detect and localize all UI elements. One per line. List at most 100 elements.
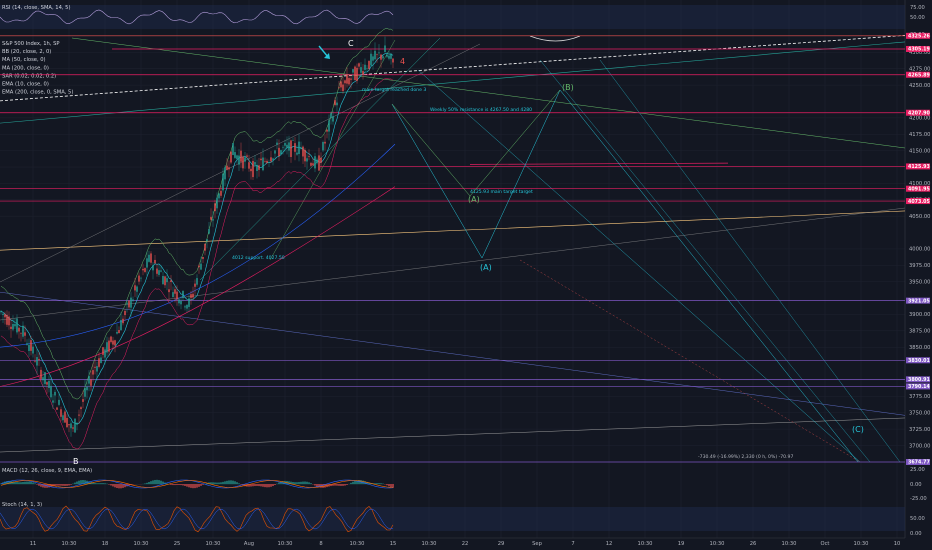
price-level-tag-text: 4207.90 bbox=[908, 110, 931, 116]
candle-body bbox=[52, 400, 54, 403]
macd-bar bbox=[186, 484, 188, 487]
macd-bar bbox=[192, 484, 194, 489]
macd-bar bbox=[128, 484, 130, 486]
macd-bar bbox=[32, 482, 34, 485]
macd-bar bbox=[6, 481, 8, 485]
macd-bar bbox=[92, 482, 94, 485]
candle-body bbox=[220, 190, 222, 196]
price-tick: 4150.00 bbox=[909, 148, 930, 154]
macd-bar bbox=[380, 483, 382, 485]
candle-body bbox=[272, 158, 274, 160]
candle-body bbox=[146, 258, 148, 268]
candle-body bbox=[64, 411, 66, 423]
price-tick: 4200.00 bbox=[909, 116, 930, 122]
trend-line bbox=[519, 259, 861, 463]
candle-body bbox=[142, 268, 144, 271]
candle-body bbox=[384, 45, 386, 53]
candle-body bbox=[74, 418, 76, 433]
candle-body bbox=[160, 270, 162, 272]
trend-line bbox=[0, 207, 906, 321]
candle-body bbox=[268, 162, 270, 163]
macd-bar bbox=[222, 481, 224, 485]
macd-bar bbox=[322, 484, 324, 488]
bollinger-bands bbox=[0, 28, 396, 450]
macd-bar bbox=[146, 482, 148, 485]
macd-bar bbox=[42, 484, 44, 488]
price-level-tag-text: 3790.14 bbox=[908, 384, 931, 390]
macd-bar bbox=[262, 484, 264, 487]
annotation: (B) bbox=[562, 83, 574, 92]
candle-body bbox=[4, 314, 6, 318]
price-tick: 3750.00 bbox=[909, 411, 930, 417]
rsi-tick: 75.00 bbox=[910, 5, 925, 11]
candle-body bbox=[342, 84, 344, 92]
candle-body bbox=[354, 66, 356, 81]
candle-body bbox=[76, 422, 78, 425]
candle-body bbox=[132, 299, 134, 301]
candle-body bbox=[288, 142, 290, 151]
price-tick: 3725.00 bbox=[909, 427, 930, 433]
candle-body bbox=[360, 67, 362, 73]
candle-body bbox=[50, 385, 52, 398]
candle-body bbox=[348, 78, 350, 85]
candle-body bbox=[152, 265, 154, 271]
macd-bar bbox=[232, 480, 234, 485]
candle-body bbox=[370, 53, 372, 66]
macd-bar bbox=[190, 484, 192, 488]
macd-bar bbox=[80, 480, 82, 485]
macd-bar bbox=[118, 484, 120, 489]
macd-bar bbox=[8, 480, 10, 485]
macd-bar bbox=[72, 483, 74, 485]
macd-bar bbox=[52, 484, 54, 487]
candle-body bbox=[12, 324, 14, 330]
candle-body bbox=[332, 116, 334, 122]
macd-bar bbox=[244, 484, 246, 487]
price-level-tag bbox=[906, 357, 930, 364]
macd-tick: 0.00 bbox=[910, 482, 922, 488]
candle-body bbox=[206, 239, 208, 241]
annotation: B bbox=[73, 457, 79, 466]
candle-body bbox=[230, 151, 232, 163]
macd-bar bbox=[162, 481, 164, 485]
candle-body bbox=[36, 357, 38, 366]
candle-body bbox=[158, 270, 160, 275]
candle-body bbox=[28, 344, 30, 351]
candle-body bbox=[256, 164, 258, 171]
candle-body bbox=[192, 293, 194, 298]
candle-body bbox=[336, 102, 338, 106]
macd-bar bbox=[36, 484, 38, 485]
candle-body bbox=[208, 228, 210, 234]
candle-body bbox=[244, 157, 246, 162]
price-level-tag-text: 4073.05 bbox=[908, 199, 930, 205]
time-tick: 18 bbox=[102, 541, 109, 547]
candle-body bbox=[104, 349, 106, 358]
candle-body bbox=[264, 161, 266, 162]
candle-body bbox=[154, 259, 156, 264]
time-tick: Sep bbox=[532, 541, 542, 547]
trend-line bbox=[199, 37, 441, 281]
macd-bar bbox=[266, 484, 268, 488]
macd-bar bbox=[280, 481, 282, 485]
candle-body bbox=[246, 155, 248, 157]
macd-bar bbox=[116, 484, 118, 489]
candle-body bbox=[270, 157, 272, 162]
time-tick: Aug bbox=[244, 541, 254, 547]
candle-body bbox=[238, 155, 240, 165]
trend-line bbox=[0, 34, 906, 102]
candle-body bbox=[334, 100, 336, 106]
candle-body bbox=[280, 150, 282, 155]
time-tick: 11 bbox=[30, 541, 37, 547]
time-axis: 11 10:30 18 10:30 25 10:30 Aug 10:30 8 10:30 15 10:… bbox=[0, 537, 905, 547]
macd-bar bbox=[228, 480, 230, 485]
candle-body bbox=[114, 340, 116, 346]
macd-bar bbox=[332, 484, 334, 486]
annotation: 4 bbox=[400, 57, 405, 66]
macd-bar bbox=[158, 480, 160, 485]
candle-body bbox=[40, 369, 42, 379]
macd-bar bbox=[148, 482, 150, 485]
macd-bar bbox=[18, 482, 20, 485]
arc-marker bbox=[529, 35, 581, 42]
time-tick: 10:30 bbox=[62, 541, 77, 547]
macd-bar bbox=[254, 484, 256, 487]
